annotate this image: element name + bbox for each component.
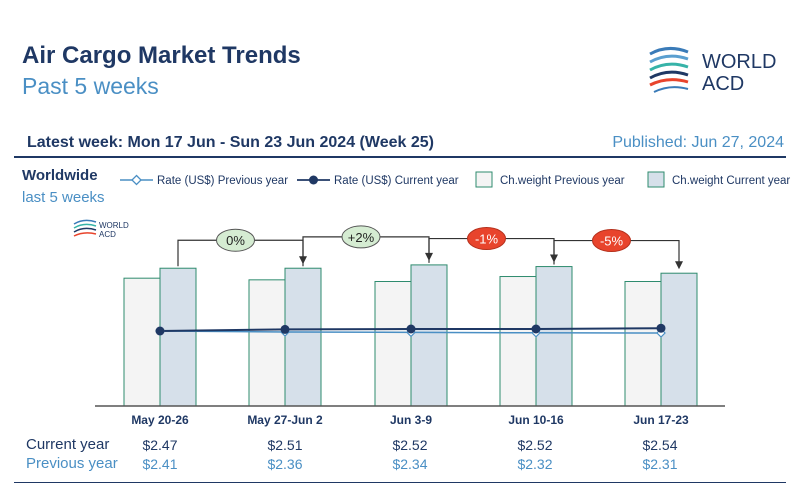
current-year-value: $2.52 (517, 437, 553, 453)
change-label: +2% (348, 230, 375, 245)
change-label: -1% (475, 232, 499, 247)
page-title: Air Cargo Market Trends (22, 42, 301, 69)
rate-cur-point (406, 324, 416, 334)
current-year-row-label: Current year (26, 436, 110, 453)
legend: Rate (US$) Previous year Rate (US$) Curr… (120, 171, 790, 188)
current-year-value: $2.52 (392, 437, 428, 453)
bar-weight-prev (499, 276, 537, 407)
header-divider (14, 156, 786, 158)
current-year-value: $2.54 (642, 437, 678, 453)
logo-text-acd: ACD (702, 73, 744, 95)
footer-divider (14, 482, 786, 483)
legend-weight-cur: Ch.weight Current year (647, 171, 790, 188)
x-tick-label: May 20-26 (131, 413, 189, 427)
current-year-value: $2.47 (142, 437, 178, 453)
bar-weight-cur (535, 266, 573, 407)
small-logo: WORLD ACD (73, 219, 129, 239)
legend-rate-prev-label: Rate (US$) Previous year (157, 175, 288, 187)
legend-rate-cur: Rate (US$) Current year (297, 175, 459, 187)
change-label: 0% (226, 233, 245, 248)
bar-weight-cur (660, 272, 698, 407)
bar-weight-cur (159, 267, 197, 407)
bar-weight-cur (284, 267, 322, 407)
rate-cur-point (656, 323, 666, 333)
previous-year-value: $2.34 (392, 456, 428, 472)
previous-year-value: $2.36 (267, 456, 303, 472)
bar-weight-prev (624, 281, 662, 407)
legend-rate-cur-label: Rate (US$) Current year (334, 175, 459, 187)
change-bubble (592, 229, 631, 253)
current-year-value: $2.51 (267, 437, 303, 453)
rate-cur-point (155, 326, 165, 336)
published-date: Published: Jun 27, 2024 (612, 134, 784, 151)
legend-weight-cur-label: Ch.weight Current year (672, 175, 790, 187)
x-tick-label: Jun 10-16 (508, 413, 564, 427)
x-tick-label: Jun 17-23 (633, 413, 689, 427)
previous-year-row-label: Previous year (26, 455, 118, 472)
logo-text-world: WORLD (702, 51, 776, 73)
legend-rate-prev: Rate (US$) Previous year (120, 174, 288, 187)
rate-cur-point (280, 324, 290, 334)
world-acd-logo: WORLD ACD (649, 47, 776, 95)
legend-weight-prev: Ch.weight Previous year (475, 171, 625, 188)
small-logo-acd: ACD (99, 230, 116, 239)
change-label: -5% (600, 234, 624, 249)
x-tick-label: May 27-Jun 2 (247, 413, 323, 427)
change-bubble (341, 225, 381, 249)
x-tick-label: Jun 3-9 (390, 413, 432, 427)
bar-weight-prev (123, 277, 161, 407)
previous-year-value: $2.41 (142, 456, 178, 472)
change-bubble (216, 228, 255, 252)
bar-weight-prev (248, 279, 286, 407)
change-arrowhead (675, 261, 683, 270)
change-bubble (467, 227, 506, 251)
previous-year-value: $2.31 (642, 456, 678, 472)
region-period: last 5 weeks (22, 189, 105, 206)
region-name: Worldwide (22, 167, 98, 184)
rate-cur-point (531, 324, 541, 334)
bar-weight-prev (374, 281, 412, 407)
page-subtitle: Past 5 weeks (22, 73, 159, 99)
legend-weight-prev-label: Ch.weight Previous year (500, 175, 625, 187)
latest-week: Latest week: Mon 17 Jun - Sun 23 Jun 202… (27, 134, 434, 151)
small-logo-world: WORLD (99, 221, 129, 230)
bar-weight-cur (410, 264, 448, 407)
previous-year-value: $2.32 (517, 456, 553, 472)
